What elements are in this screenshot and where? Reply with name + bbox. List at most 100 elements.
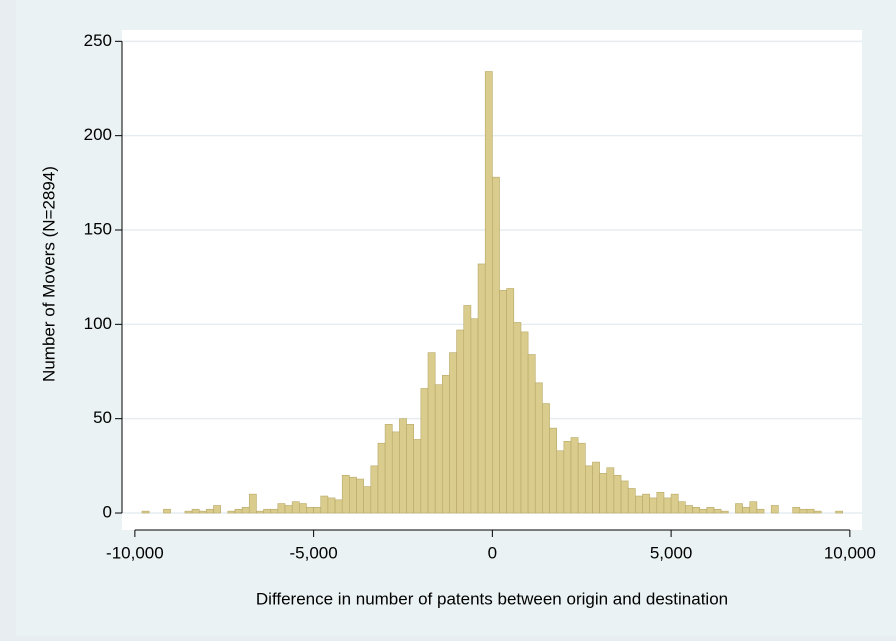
bar	[227, 510, 236, 514]
y-tick-label: 150	[84, 219, 112, 238]
bar	[277, 503, 286, 514]
bar	[542, 403, 550, 514]
bar	[299, 503, 307, 514]
bar	[642, 493, 650, 514]
bar	[506, 288, 515, 514]
bar	[527, 354, 536, 514]
bar	[313, 507, 322, 514]
bar	[213, 505, 221, 514]
bar	[635, 495, 643, 514]
y-tick-label: 0	[103, 503, 112, 522]
x-axis-label: Difference in number of patents between …	[256, 589, 728, 608]
bar	[434, 384, 443, 514]
bar	[699, 508, 708, 514]
bar	[742, 507, 751, 514]
bar	[191, 508, 200, 514]
bar	[334, 499, 343, 514]
bar	[198, 510, 207, 514]
bar	[263, 508, 272, 514]
bar	[563, 441, 572, 514]
bar	[349, 476, 357, 514]
bar	[835, 510, 843, 514]
bar	[577, 442, 586, 514]
bar	[248, 493, 257, 514]
bar	[770, 505, 779, 514]
bar	[442, 374, 450, 514]
x-tick-label: 0	[488, 543, 497, 562]
bar	[163, 508, 171, 514]
bar	[406, 424, 415, 514]
bar	[499, 290, 507, 514]
bar	[685, 505, 693, 514]
y-axis-label: Number of Movers (N=2894)	[39, 166, 58, 382]
bar	[470, 318, 479, 514]
bar	[363, 486, 372, 514]
bar	[756, 508, 765, 514]
bar	[306, 507, 314, 514]
bar	[649, 497, 658, 514]
y-tick-label: 200	[84, 125, 112, 144]
bar	[513, 322, 522, 514]
bar	[570, 437, 579, 514]
bar	[427, 352, 436, 514]
bar	[677, 501, 686, 514]
bar	[270, 508, 279, 514]
bar	[806, 508, 815, 514]
bar	[413, 439, 422, 514]
bar	[484, 71, 493, 514]
bar	[449, 352, 457, 514]
bar	[792, 507, 801, 514]
x-tick-label: -5,000	[290, 543, 338, 562]
bar	[184, 510, 193, 514]
bar	[420, 388, 429, 514]
bar	[627, 488, 636, 514]
bar	[663, 497, 672, 514]
bar	[206, 508, 214, 514]
bar	[234, 508, 243, 514]
bar	[549, 427, 558, 514]
bar	[749, 501, 758, 514]
bar	[341, 474, 350, 514]
x-tick-label: 10,000	[824, 543, 876, 562]
y-tick-label: 250	[84, 31, 112, 50]
bar	[356, 478, 364, 514]
y-tick-label: 50	[93, 408, 112, 427]
bar	[613, 474, 622, 514]
bar	[599, 473, 608, 514]
bar	[720, 510, 729, 514]
bar	[327, 497, 336, 514]
bar	[692, 507, 701, 514]
bar	[656, 491, 665, 514]
bar	[291, 501, 300, 514]
bar	[492, 176, 500, 514]
bar	[813, 510, 822, 514]
bar	[463, 305, 472, 514]
bar	[477, 263, 486, 514]
bar	[534, 382, 543, 514]
bar	[735, 503, 743, 514]
bar	[799, 508, 808, 514]
y-tick-label: 100	[84, 314, 112, 333]
bar	[370, 465, 379, 514]
bar	[706, 507, 715, 514]
bar	[585, 465, 593, 514]
bar	[592, 461, 600, 514]
bar	[520, 331, 529, 514]
bar	[256, 510, 264, 514]
bar	[141, 510, 150, 514]
bar	[713, 508, 722, 514]
bar	[384, 424, 393, 514]
bar	[320, 495, 329, 514]
bar	[284, 505, 293, 514]
bar	[456, 329, 465, 514]
bar	[606, 467, 615, 514]
x-tick-label: 5,000	[650, 543, 693, 562]
bar	[399, 418, 407, 514]
bar	[670, 493, 679, 514]
bar	[556, 450, 565, 514]
x-tick-label: -10,000	[106, 543, 164, 562]
bar	[377, 442, 386, 514]
bar	[241, 507, 250, 514]
bar	[391, 431, 400, 514]
